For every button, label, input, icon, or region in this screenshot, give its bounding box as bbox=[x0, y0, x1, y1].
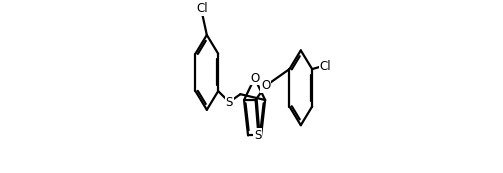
Text: O: O bbox=[250, 72, 259, 85]
Text: Cl: Cl bbox=[197, 2, 208, 15]
Text: S: S bbox=[254, 129, 262, 142]
Text: O: O bbox=[261, 79, 270, 92]
Text: Cl: Cl bbox=[320, 60, 331, 73]
Text: S: S bbox=[225, 96, 233, 109]
